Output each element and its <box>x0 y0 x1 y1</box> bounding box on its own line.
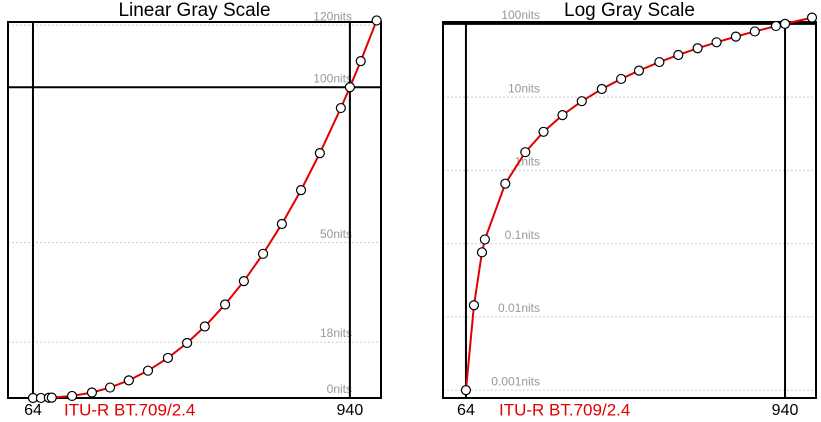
data-point <box>162 352 174 364</box>
data-point <box>104 382 116 393</box>
data-point <box>371 15 382 26</box>
data-point <box>557 110 568 121</box>
data-point <box>673 49 684 61</box>
x-tick-label: 940 <box>772 402 799 419</box>
data-point <box>344 82 355 93</box>
data-point <box>770 20 782 32</box>
legend-label: ITU-R BT.709/2.4 <box>64 400 195 419</box>
legend-label: ITU-R BT.709/2.4 <box>499 400 630 419</box>
data-point <box>500 178 511 189</box>
plot-frame <box>442 21 817 399</box>
data-point <box>476 247 488 258</box>
y-tick-label: 10nits <box>508 81 540 95</box>
data-point <box>86 387 98 398</box>
x-tick-label: 940 <box>337 402 364 419</box>
data-point <box>576 96 587 107</box>
y-tick-label: 0.1nits <box>505 228 540 242</box>
data-point <box>654 56 665 68</box>
data-point <box>66 390 78 402</box>
data-point <box>257 248 269 259</box>
data-point <box>460 384 472 396</box>
y-tick-label: 120nits <box>313 9 352 23</box>
y-tick-label: 0.01nits <box>498 301 540 315</box>
data-point <box>46 392 57 403</box>
y-tick-label: 100nits <box>313 71 352 85</box>
data-point <box>335 102 346 114</box>
data-point <box>616 73 627 85</box>
y-tick-label: 0nits <box>327 382 352 396</box>
chart-title: Linear Gray Scale <box>118 0 270 21</box>
y-tick-label: 100nits <box>501 8 540 22</box>
series-line <box>32 20 378 399</box>
data-point <box>520 147 531 158</box>
data-point <box>479 234 490 245</box>
data-point <box>238 276 249 287</box>
data-point <box>468 300 480 311</box>
x-tick-label: 64 <box>24 402 42 419</box>
data-point <box>633 65 645 76</box>
data-point <box>749 26 760 37</box>
y-tick-label: 0.001nits <box>491 374 540 388</box>
data-point <box>596 83 607 95</box>
data-point <box>219 299 231 310</box>
y-tick-label: 18nits <box>320 326 352 340</box>
data-point <box>199 321 210 332</box>
data-point <box>730 31 741 42</box>
data-point <box>355 56 366 67</box>
chart-title: Log Gray Scale <box>564 0 695 21</box>
data-point <box>692 43 703 54</box>
data-point <box>295 185 307 196</box>
data-point <box>181 337 193 349</box>
x-tick-label: 64 <box>457 402 475 419</box>
data-point <box>538 126 549 137</box>
data-point <box>142 365 154 376</box>
plot-frame <box>7 21 382 399</box>
data-point <box>711 37 722 48</box>
data-point <box>779 18 791 29</box>
y-tick-label: 50nits <box>320 227 352 241</box>
data-point <box>806 12 818 23</box>
data-point <box>276 218 287 230</box>
data-point <box>123 375 134 386</box>
data-point <box>314 148 325 159</box>
